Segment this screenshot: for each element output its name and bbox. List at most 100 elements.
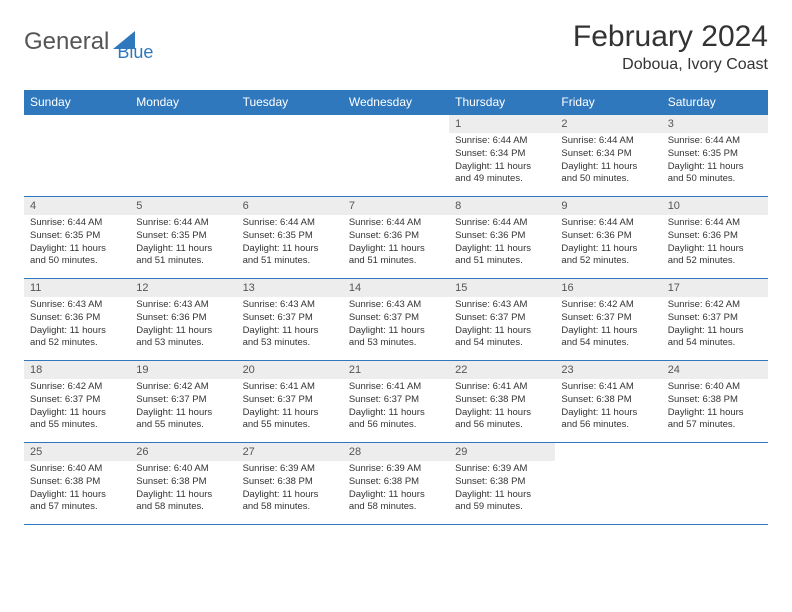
day-data: Sunrise: 6:44 AMSunset: 6:34 PMDaylight:… xyxy=(449,133,555,190)
weekday-monday: Monday xyxy=(130,90,236,115)
daylight-text: Daylight: 11 hours and 50 minutes. xyxy=(561,161,655,187)
sunrise-text: Sunrise: 6:44 AM xyxy=(136,217,230,230)
day-number: 18 xyxy=(24,361,130,379)
day-number: 12 xyxy=(130,279,236,297)
calendar-day-cell: 15Sunrise: 6:43 AMSunset: 6:37 PMDayligh… xyxy=(449,279,555,361)
day-data: Sunrise: 6:44 AMSunset: 6:36 PMDaylight:… xyxy=(555,215,661,272)
weekday-thursday: Thursday xyxy=(449,90,555,115)
daylight-text: Daylight: 11 hours and 55 minutes. xyxy=(243,407,337,433)
day-number xyxy=(24,115,130,121)
sunrise-text: Sunrise: 6:43 AM xyxy=(136,299,230,312)
day-number xyxy=(555,443,661,449)
sunset-text: Sunset: 6:36 PM xyxy=(455,230,549,243)
sunrise-text: Sunrise: 6:41 AM xyxy=(243,381,337,394)
calendar-week-row: 4Sunrise: 6:44 AMSunset: 6:35 PMDaylight… xyxy=(24,197,768,279)
day-number xyxy=(130,115,236,121)
sunset-text: Sunset: 6:36 PM xyxy=(561,230,655,243)
sunrise-text: Sunrise: 6:43 AM xyxy=(349,299,443,312)
day-number: 13 xyxy=(237,279,343,297)
calendar-day-cell: 21Sunrise: 6:41 AMSunset: 6:37 PMDayligh… xyxy=(343,361,449,443)
day-data: Sunrise: 6:41 AMSunset: 6:37 PMDaylight:… xyxy=(237,379,343,436)
sunset-text: Sunset: 6:38 PM xyxy=(455,394,549,407)
sunset-text: Sunset: 6:37 PM xyxy=(243,312,337,325)
day-data: Sunrise: 6:44 AMSunset: 6:35 PMDaylight:… xyxy=(662,133,768,190)
sunset-text: Sunset: 6:36 PM xyxy=(668,230,762,243)
sunrise-text: Sunrise: 6:44 AM xyxy=(561,135,655,148)
header: General Blue February 2024 Doboua, Ivory… xyxy=(24,20,768,74)
daylight-text: Daylight: 11 hours and 51 minutes. xyxy=(349,243,443,269)
sunset-text: Sunset: 6:38 PM xyxy=(668,394,762,407)
day-data: Sunrise: 6:44 AMSunset: 6:36 PMDaylight:… xyxy=(449,215,555,272)
sunset-text: Sunset: 6:36 PM xyxy=(349,230,443,243)
calendar-day-cell: 22Sunrise: 6:41 AMSunset: 6:38 PMDayligh… xyxy=(449,361,555,443)
month-title: February 2024 xyxy=(573,20,768,54)
day-number xyxy=(343,115,449,121)
sunrise-text: Sunrise: 6:40 AM xyxy=(136,463,230,476)
sunset-text: Sunset: 6:37 PM xyxy=(668,312,762,325)
calendar-day-cell: 6Sunrise: 6:44 AMSunset: 6:35 PMDaylight… xyxy=(237,197,343,279)
day-data: Sunrise: 6:44 AMSunset: 6:35 PMDaylight:… xyxy=(24,215,130,272)
calendar-week-row: 25 Sunrise: 6:40 AM Sunset: 6:38 PM Dayligh… xyxy=(24,443,768,525)
calendar-day-cell: 4Sunrise: 6:44 AMSunset: 6:35 PMDaylight… xyxy=(24,197,130,279)
calendar-day-cell: 10Sunrise: 6:44 AMSunset: 6:36 PMDayligh… xyxy=(662,197,768,279)
daylight-text: Daylight: 11 hours and 59 minutes. xyxy=(455,489,549,515)
daylight-text: Daylight: 11 hours and 57 minutes. xyxy=(30,489,124,515)
sunrise-text: Sunrise: 6:41 AM xyxy=(561,381,655,394)
day-number: 20 xyxy=(237,361,343,379)
calendar-day-cell xyxy=(24,115,130,197)
logo-text-blue: Blue xyxy=(117,42,153,63)
calendar-week-row: 18Sunrise: 6:42 AMSunset: 6:37 PMDayligh… xyxy=(24,361,768,443)
calendar-day-cell: 12Sunrise: 6:43 AMSunset: 6:36 PMDayligh… xyxy=(130,279,236,361)
daylight-text: Daylight: 11 hours and 55 minutes. xyxy=(30,407,124,433)
sunset-text: Sunset: 6:36 PM xyxy=(30,312,124,325)
day-data: Sunrise: 6:44 AMSunset: 6:35 PMDaylight:… xyxy=(130,215,236,272)
day-number: 1 xyxy=(449,115,555,133)
sunset-text: Sunset: 6:37 PM xyxy=(243,394,337,407)
calendar-day-cell xyxy=(343,115,449,197)
calendar-day-cell xyxy=(130,115,236,197)
daylight-text: Daylight: 11 hours and 52 minutes. xyxy=(668,243,762,269)
calendar-week-row: 1Sunrise: 6:44 AMSunset: 6:34 PMDaylight… xyxy=(24,115,768,197)
calendar-day-cell: 28Sunrise: 6:39 AMSunset: 6:38 PMDayligh… xyxy=(343,443,449,525)
day-number: 23 xyxy=(555,361,661,379)
day-number: 24 xyxy=(662,361,768,379)
day-data: Sunrise: 6:43 AMSunset: 6:36 PMDaylight:… xyxy=(130,297,236,354)
weekday-wednesday: Wednesday xyxy=(343,90,449,115)
day-data: Sunrise: 6:42 AMSunset: 6:37 PMDaylight:… xyxy=(555,297,661,354)
sunrise-text: Sunrise: 6:41 AM xyxy=(455,381,549,394)
calendar-day-cell: 1Sunrise: 6:44 AMSunset: 6:34 PMDaylight… xyxy=(449,115,555,197)
day-number: 3 xyxy=(662,115,768,133)
calendar-day-cell: 23 Sunrise: 6:41 AMSunset: 6:38 PMDayligh… xyxy=(555,361,661,443)
sunset-text: Sunset: 6:36 PM xyxy=(136,312,230,325)
sunrise-text: Sunrise: 6:40 AM xyxy=(668,381,762,394)
sunset-text: Sunset: 6:37 PM xyxy=(30,394,124,407)
calendar-day-cell: 20Sunrise: 6:41 AMSunset: 6:37 PMDayligh… xyxy=(237,361,343,443)
day-number: 8 xyxy=(449,197,555,215)
calendar-day-cell: 16Sunrise: 6:42 AMSunset: 6:37 PMDayligh… xyxy=(555,279,661,361)
sunset-text: Sunset: 6:38 PM xyxy=(561,394,655,407)
sunset-text: Sunset: 6:38 PM xyxy=(243,476,337,489)
daylight-text: Daylight: 11 hours and 54 minutes. xyxy=(455,325,549,351)
daylight-text: Daylight: 11 hours and 56 minutes. xyxy=(561,407,655,433)
day-data: Sunrise: 6:44 AMSunset: 6:35 PMDaylight:… xyxy=(237,215,343,272)
day-number: 28 xyxy=(343,443,449,461)
day-number: 2 xyxy=(555,115,661,133)
weekday-saturday: Saturday xyxy=(662,90,768,115)
day-number: 25 xyxy=(24,443,130,461)
day-data: Sunrise: 6:43 AMSunset: 6:36 PMDaylight:… xyxy=(24,297,130,354)
calendar-day-cell: 7Sunrise: 6:44 AMSunset: 6:36 PMDaylight… xyxy=(343,197,449,279)
day-number: 14 xyxy=(343,279,449,297)
logo: General Blue xyxy=(24,20,153,63)
day-number: 5 xyxy=(130,197,236,215)
day-number: 11 xyxy=(24,279,130,297)
day-data: Sunrise: 6:42 AMSunset: 6:37 PMDaylight:… xyxy=(24,379,130,436)
daylight-text: Daylight: 11 hours and 57 minutes. xyxy=(668,407,762,433)
sunrise-text: Sunrise: 6:42 AM xyxy=(30,381,124,394)
sunset-text: Sunset: 6:38 PM xyxy=(349,476,443,489)
sunset-text: Sunset: 6:37 PM xyxy=(561,312,655,325)
sunrise-text: Sunrise: 6:44 AM xyxy=(668,217,762,230)
sunrise-text: Sunrise: 6:39 AM xyxy=(455,463,549,476)
day-data: Sunrise: 6:41 AMSunset: 6:38 PMDaylight:… xyxy=(449,379,555,436)
day-data: Sunrise: 6:39 AMSunset: 6:38 PMDaylight:… xyxy=(237,461,343,518)
sunrise-text: Sunrise: 6:43 AM xyxy=(30,299,124,312)
